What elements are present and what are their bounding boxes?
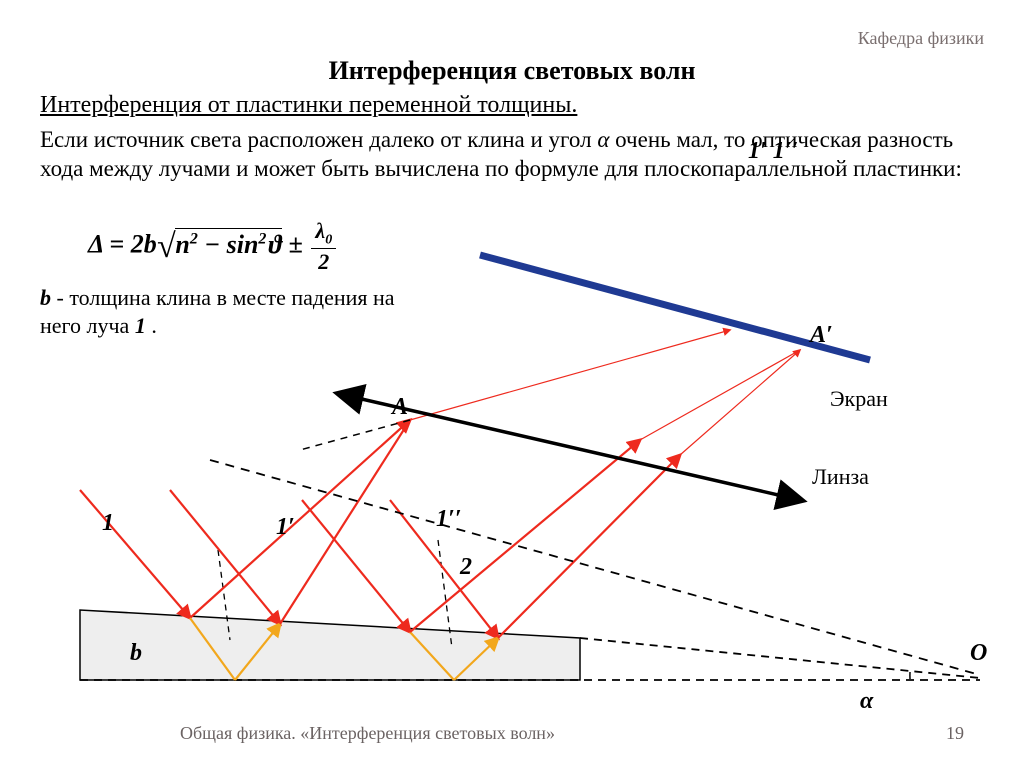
ray1p-label: 1′ (276, 514, 295, 540)
A-label: A (390, 394, 408, 420)
reflected-ray-1 (190, 420, 410, 618)
optics-diagram: α O b (40, 210, 1000, 710)
reflected-ray-1p (280, 420, 410, 624)
b-label: b (130, 640, 142, 666)
section-subtitle: Интерференция от пластинки переменной то… (40, 92, 577, 119)
page-number: 19 (946, 723, 964, 744)
intro-paragraph: Если источник света расположен далеко от… (40, 126, 1002, 184)
wedge (80, 610, 580, 680)
to-screen-b2 (680, 350, 800, 455)
Aprime-label: A′ (808, 322, 833, 348)
ray2-label: 2 (459, 554, 472, 580)
para-pre: Если источник света расположен далеко от… (40, 127, 597, 152)
O-label: O (970, 640, 987, 666)
reflected-ray-2a (410, 440, 640, 632)
incident-ray-1 (80, 490, 190, 618)
incident-ray-1p (170, 490, 280, 624)
overlay-one-prime: 1′ 1′′ (748, 138, 798, 165)
to-screen-A (410, 330, 730, 420)
screen-label: Экран (830, 386, 888, 411)
to-screen-b1 (640, 350, 800, 440)
alpha-label: α (860, 688, 874, 710)
page-title: Интерференция световых волн (0, 56, 1024, 86)
ray1-label: 1 (102, 510, 114, 536)
ray1pp-label: 1′′ (436, 506, 462, 532)
footer-course: Общая физика. «Интерференция световых во… (180, 723, 555, 744)
alpha-symbol: α (597, 127, 609, 152)
department-label: Кафедра физики (858, 28, 984, 49)
lens-label: Линза (812, 464, 869, 489)
